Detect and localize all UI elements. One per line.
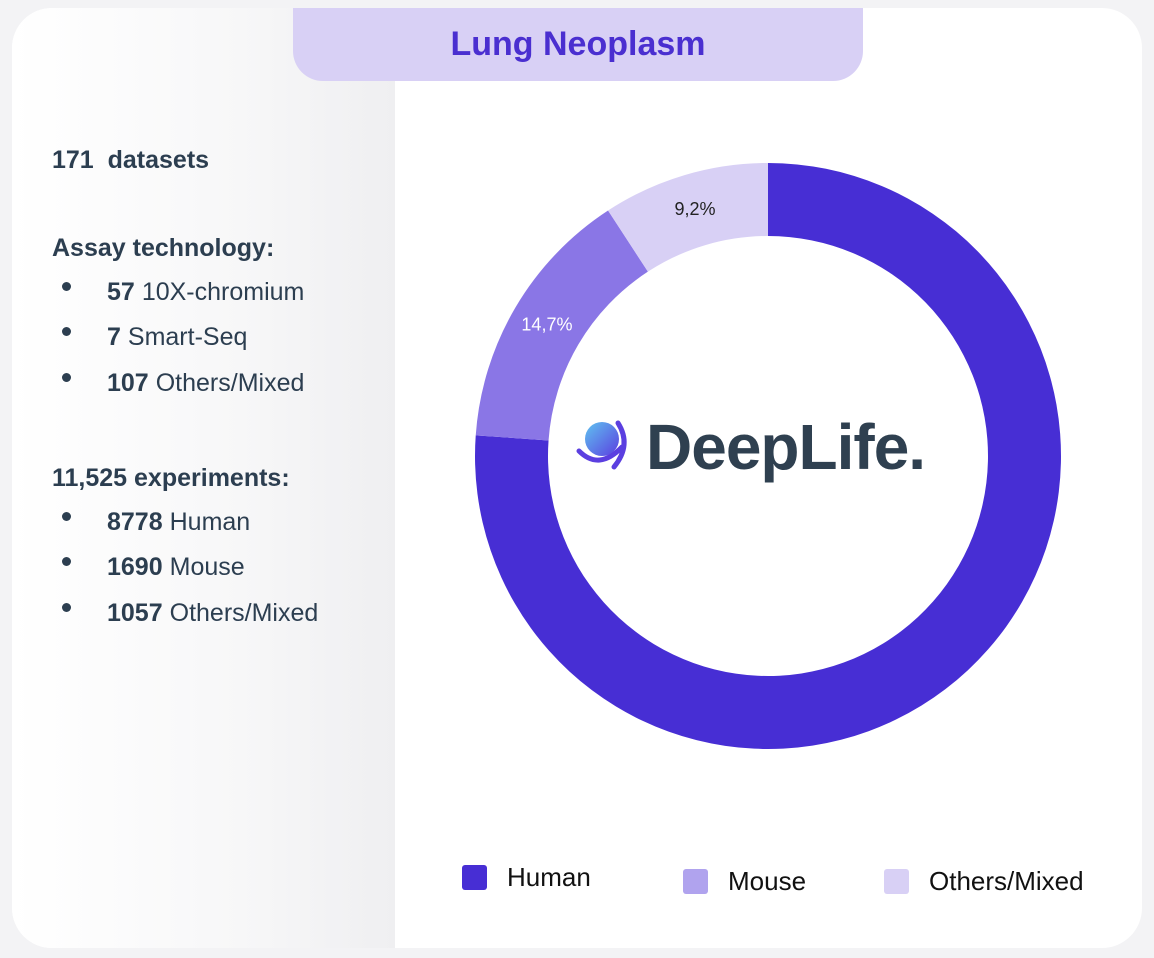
legend-item-others: Others/Mixed (884, 866, 1084, 897)
experiments-heading: 11,525 experiments: (52, 464, 290, 492)
bullet-icon (62, 512, 71, 521)
bullet-icon (62, 603, 71, 612)
legend-label: Others/Mixed (929, 866, 1084, 896)
experiment-item: 8778 Human (52, 508, 250, 537)
experiment-item: 1057 Others/Mixed (52, 599, 318, 628)
title-tab: Lung Neoplasm (293, 8, 863, 81)
assay-item-count: 7 (107, 323, 121, 351)
datasets-count-value: 171 (52, 146, 94, 174)
experiment-item-label: Others/Mixed (169, 599, 319, 627)
bullet-icon (62, 282, 71, 291)
bullet-icon (62, 557, 71, 566)
chart-legend: Human Mouse Others/Mixed (0, 862, 1154, 902)
assay-item: 107 Others/Mixed (52, 369, 304, 398)
legend-item-human: Human (462, 862, 591, 893)
experiment-item-count: 1057 (107, 599, 163, 627)
experiment-item: 1690 Mouse (52, 553, 245, 582)
assay-item-count: 107 (107, 369, 149, 397)
logo-text: DeepLife. (646, 411, 926, 483)
assay-item-label: Smart-Seq (127, 323, 248, 351)
stats-panel (12, 8, 395, 948)
legend-label: Mouse (728, 866, 807, 896)
bullet-icon (62, 373, 71, 382)
assay-item-label: 10X-chromium (141, 278, 305, 306)
legend-swatch (462, 865, 487, 890)
experiment-item-count: 1690 (107, 553, 163, 581)
page-title: Lung Neoplasm (450, 25, 706, 63)
bullet-icon (62, 327, 71, 336)
experiment-item-label: Human (169, 508, 251, 536)
assay-item-count: 57 (107, 278, 135, 306)
legend-swatch (884, 869, 909, 894)
assay-item: 7 Smart-Seq (52, 323, 247, 352)
legend-swatch (683, 869, 708, 894)
datasets-count-label: datasets (107, 146, 210, 174)
datasets-count: 171 datasets (52, 146, 209, 175)
assay-item-label: Others/Mixed (155, 369, 305, 397)
assay-item: 57 10X-chromium (52, 278, 304, 307)
deeplife-logo-icon (576, 420, 627, 470)
deeplife-logo: DeepLife. (574, 410, 926, 484)
assay-heading: Assay technology: (52, 234, 275, 262)
legend-label: Human (507, 862, 591, 892)
experiment-item-count: 8778 (107, 508, 163, 536)
experiment-item-label: Mouse (169, 553, 245, 581)
legend-item-mouse: Mouse (683, 866, 806, 897)
